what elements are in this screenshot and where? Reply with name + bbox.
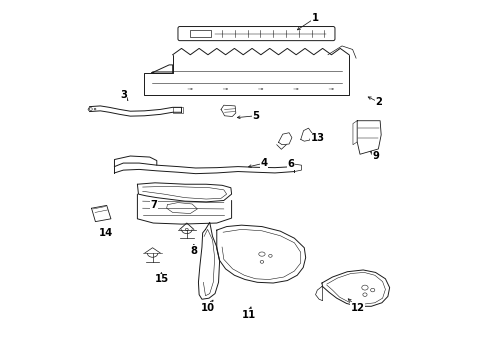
Bar [172, 107, 183, 113]
Text: 12: 12 [351, 303, 365, 313]
Text: 7: 7 [150, 200, 157, 210]
Text: 14: 14 [98, 228, 113, 238]
Text: 3: 3 [120, 90, 127, 100]
Bar [190, 30, 211, 37]
FancyBboxPatch shape [178, 27, 335, 41]
Text: 13: 13 [310, 133, 324, 143]
Text: 15: 15 [154, 274, 169, 284]
Text: 8: 8 [190, 246, 197, 256]
Text: 9: 9 [372, 151, 379, 161]
Text: 11: 11 [242, 310, 256, 320]
Ellipse shape [94, 108, 96, 110]
Ellipse shape [185, 228, 188, 230]
Text: 1: 1 [312, 13, 319, 23]
Text: 4: 4 [261, 158, 268, 168]
Text: 5: 5 [252, 111, 259, 121]
Text: 2: 2 [376, 98, 383, 107]
Text: 6: 6 [287, 159, 294, 169]
Text: 10: 10 [201, 303, 215, 313]
Ellipse shape [89, 108, 92, 111]
